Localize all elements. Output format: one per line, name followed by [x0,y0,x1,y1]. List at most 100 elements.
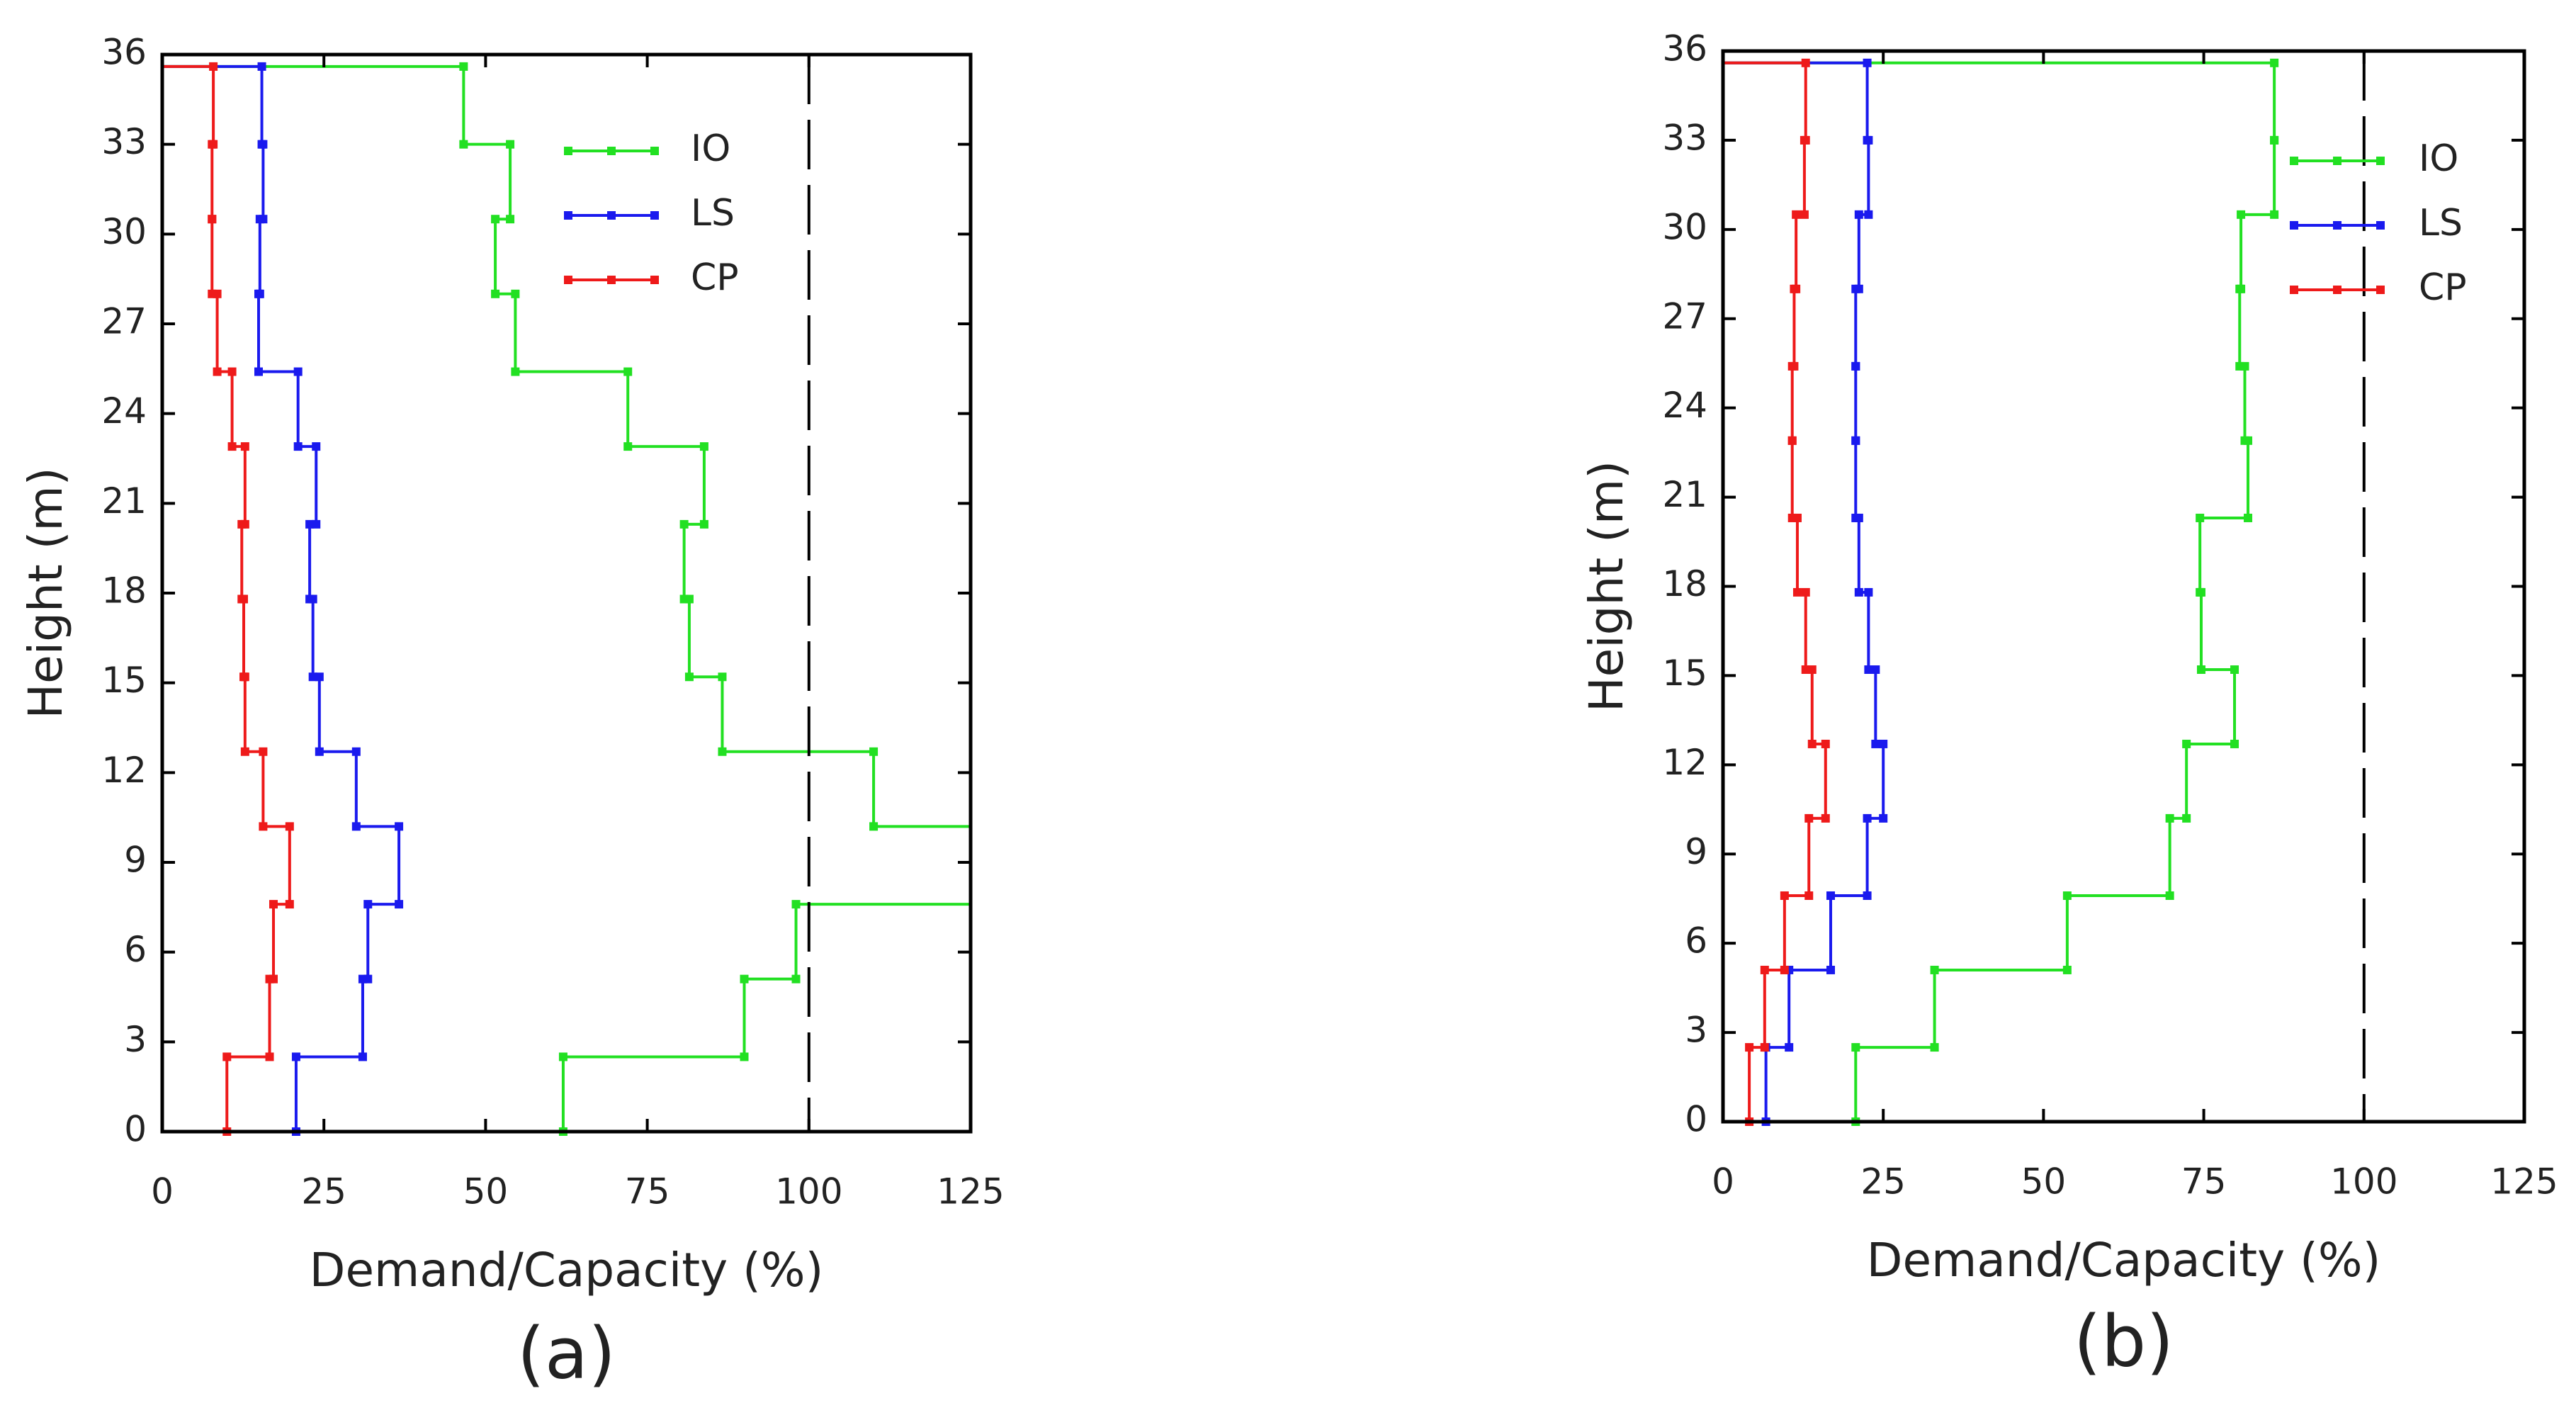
legend-label: LS [2419,202,2463,244]
marker [869,747,879,756]
marker [351,747,361,756]
marker [2270,58,2279,67]
marker [1807,665,1817,675]
marker [1787,513,1797,522]
y-axis-label: Height (m) [1579,461,1634,712]
marker [2196,665,2205,675]
marker [240,519,249,529]
plot [1723,58,2279,1126]
marker [1792,587,1802,597]
marker [254,367,264,376]
marker [285,900,294,909]
legend-label: IO [691,128,730,170]
marker [1854,587,1863,597]
y-tick-label: 18 [1662,563,1707,604]
marker [740,974,749,984]
marker [1785,1043,1794,1052]
x-axis-label: Demand/Capacity (%) [1867,1233,2381,1288]
marker [1879,813,1888,823]
marker [2165,891,2174,901]
marker [2196,513,2205,522]
marker [2230,665,2239,675]
chart-label: (b) [2074,1300,2174,1382]
marker [679,519,689,529]
marker [699,519,708,529]
marker [1800,210,1809,219]
marker [1863,813,1872,823]
y-tick-label: 36 [1662,28,1707,69]
marker [265,1052,274,1061]
marker [1821,813,1830,823]
marker [237,595,247,604]
x-tick-label: 0 [151,1171,174,1212]
marker [1863,135,1872,145]
marker [1760,1043,1769,1052]
x-tick-label: 75 [625,1171,670,1212]
marker [259,747,268,756]
marker [1863,891,1872,901]
legend-marker [2333,286,2341,294]
marker [1801,665,1810,675]
x-tick-label: 125 [937,1171,1004,1212]
marker [699,442,708,451]
x-tick-label: 75 [2181,1161,2227,1202]
marker [1760,965,1769,974]
marker [1801,58,1810,67]
marker [2270,210,2279,219]
marker [1745,1043,1754,1052]
y-tick-label: 21 [101,480,147,522]
legend-marker [650,147,659,155]
marker [222,1052,232,1061]
marker [999,822,1007,830]
legend-marker [607,147,616,155]
marker [506,215,515,224]
legend-marker [2333,221,2341,230]
marker [291,1052,300,1061]
marker [623,442,633,451]
marker [208,215,217,224]
legend-marker [2290,286,2298,294]
y-tick-label: 12 [1662,742,1707,783]
y-tick-label: 9 [124,840,147,881]
marker [2240,361,2249,371]
marker [312,519,321,529]
marker [2244,513,2253,522]
marker [208,289,217,298]
marker [1864,665,1873,675]
marker [240,747,249,756]
legend-marker [2290,157,2298,165]
x-axis-label: Demand/Capacity (%) [310,1243,824,1297]
marker [259,822,268,831]
marker [315,672,324,682]
marker [2062,965,2072,974]
marker [1930,965,1939,974]
marker [2196,587,2205,597]
legend-marker [2376,157,2385,165]
marker [305,595,315,604]
marker [1864,210,1873,219]
marker [239,672,249,682]
marker [257,140,266,149]
marker [315,747,324,756]
plot-frame [160,52,973,1134]
legend-label: IO [2419,137,2458,180]
x-tick-label: 125 [2490,1161,2558,1202]
marker [459,62,468,71]
y-tick-label: 0 [1685,1099,1707,1140]
marker [269,900,278,909]
marker [1863,58,1872,67]
y-tick-label: 27 [101,301,147,342]
plot [162,62,1007,1136]
chart-label: (a) [517,1312,616,1394]
marker [1801,587,1810,597]
y-tick-label: 9 [1685,831,1707,872]
marker [791,974,801,984]
legend-marker [564,211,572,220]
legend-marker [607,276,616,284]
marker [363,974,373,984]
y-tick-label: 6 [1685,920,1707,962]
y-tick-label: 33 [1662,117,1707,158]
marker [213,367,222,376]
marker [2240,436,2249,445]
marker [312,442,321,451]
